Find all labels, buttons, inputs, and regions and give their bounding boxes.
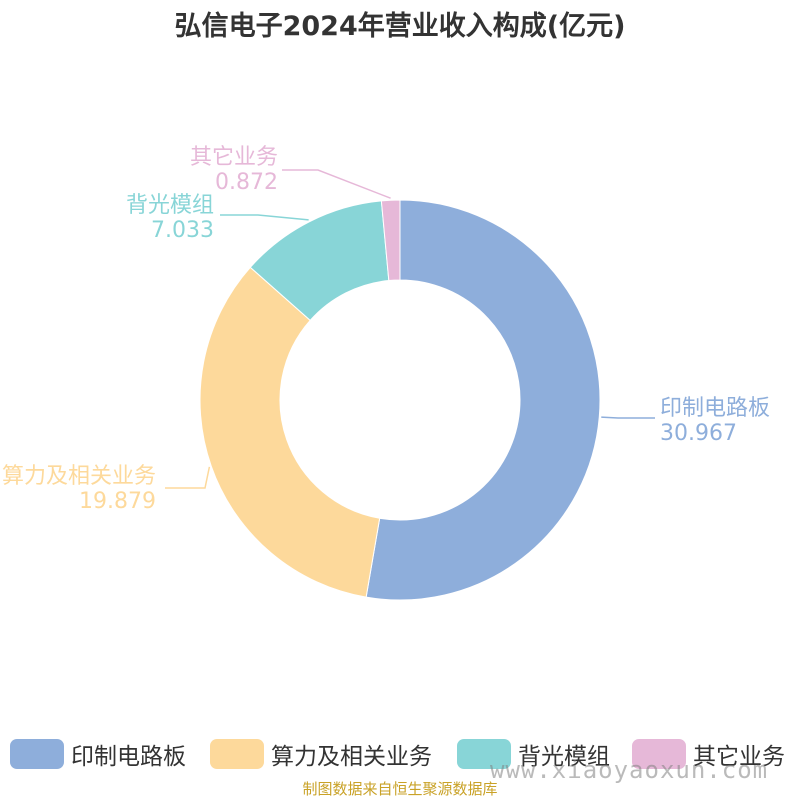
legend-swatch-pcb [10,739,64,769]
data-label-name-other: 其它业务 [190,145,278,170]
legend-item-pcb[interactable]: 印制电路板 [10,736,186,772]
data-label-value-pcb: 30.967 [660,421,737,446]
slice-pcb[interactable] [365,199,601,601]
data-label-value-other: 0.872 [215,170,278,195]
leader-line-computing [165,466,211,489]
slice-other[interactable] [380,199,401,282]
legend-label-pcb: 印制电路板 [71,744,186,770]
leader-line-pcb [601,416,655,419]
leader-line-other [282,169,391,199]
legend-swatch-other [632,739,686,769]
data-label-name-backlight: 背光模组 [126,193,214,218]
legend-swatch-backlight [457,739,511,769]
data-label-value-backlight: 7.033 [151,218,214,243]
legend-label-backlight: 背光模组 [518,744,610,770]
legend-label-computing: 算力及相关业务 [271,744,432,770]
data-label-name-pcb: 印制电路板 [660,396,770,421]
source-note: 制图数据来自恒生聚源数据库 [302,780,498,798]
slice-computing[interactable] [199,266,381,598]
legend-swatch-computing [210,739,264,769]
chart-legend: 印制电路板 算力及相关业务 背光模组 其它业务 [0,736,800,772]
chart-title: 弘信电子2024年营业收入构成(亿元) [174,11,626,42]
legend-item-other[interactable]: 其它业务 [632,736,785,772]
leader-line-backlight [220,214,309,221]
legend-item-computing[interactable]: 算力及相关业务 [210,736,432,772]
legend-item-backlight[interactable]: 背光模组 [457,736,610,772]
legend-label-other: 其它业务 [693,744,785,770]
data-label-value-computing: 19.879 [79,489,156,514]
data-label-name-computing: 算力及相关业务 [2,464,156,489]
watermark: www.xiaoyaoxun.com [490,756,769,784]
